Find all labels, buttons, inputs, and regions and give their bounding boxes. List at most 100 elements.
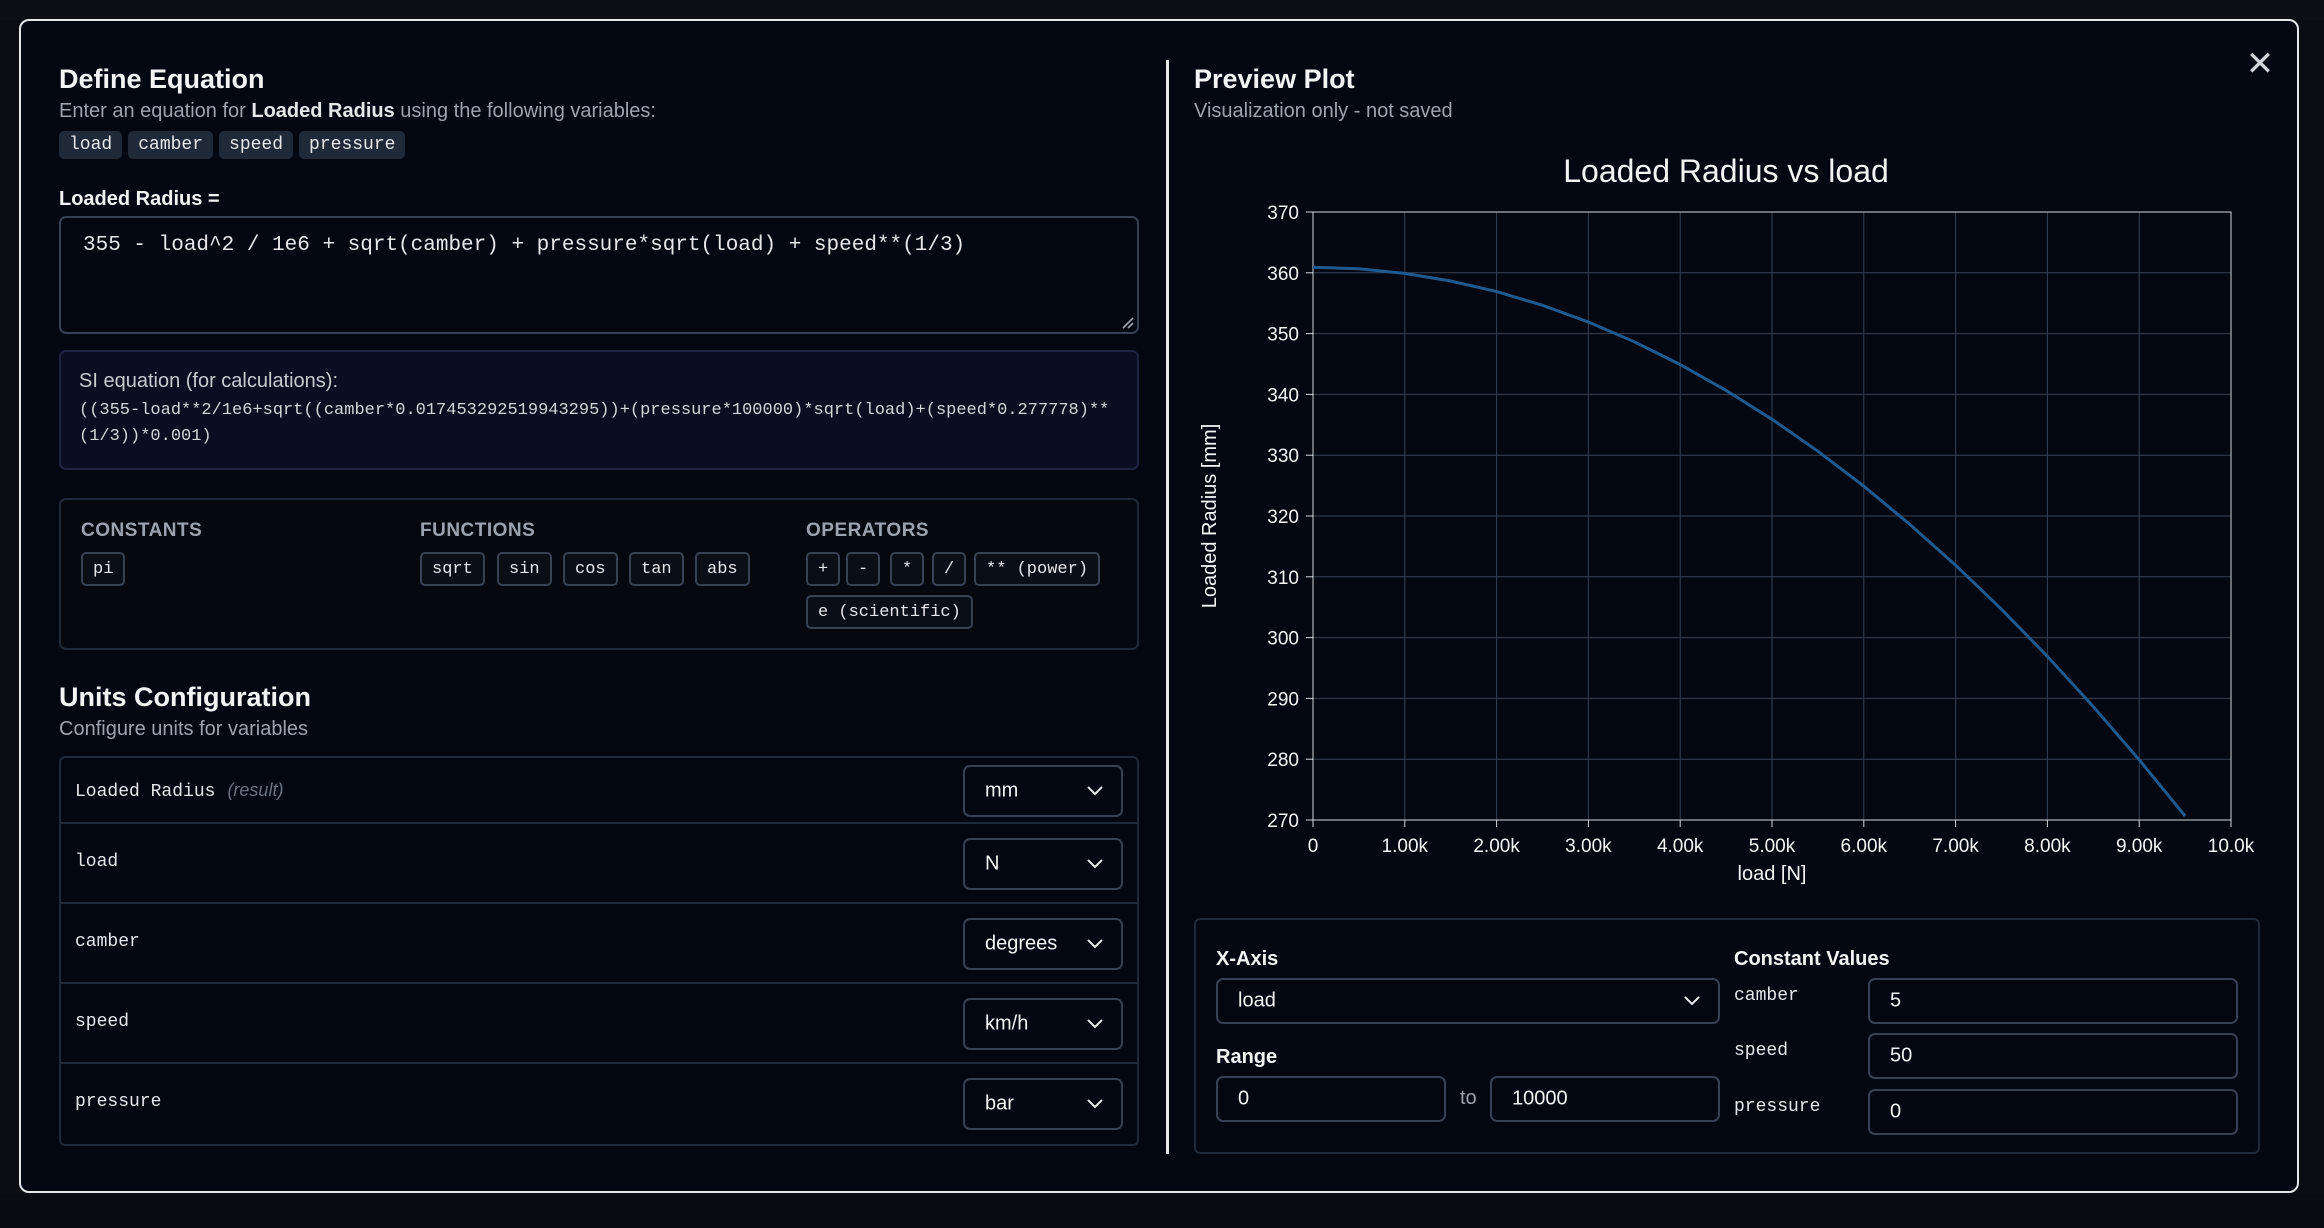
operator-token[interactable]: / bbox=[932, 552, 967, 586]
chevron-down-icon bbox=[1087, 786, 1103, 796]
constants-heading: CONSTANTS bbox=[81, 520, 203, 541]
x-tick-label: 6.00k bbox=[1841, 836, 1888, 857]
unit-select[interactable]: mm bbox=[963, 765, 1123, 817]
functions-heading: FUNCTIONS bbox=[420, 520, 536, 541]
unit-row: Loaded Radius (result) mm bbox=[61, 758, 1137, 824]
define-equation-subtitle: Enter an equation for Loaded Radius usin… bbox=[59, 100, 656, 122]
constant-name-camber: camber bbox=[1734, 986, 1799, 1006]
preview-chart: Loaded Radius vs load 0 1.00k 2.00k 3.00k 4.… bbox=[1199, 153, 2255, 885]
operator-token[interactable]: ** (power) bbox=[974, 552, 1101, 586]
operators-heading: OPERATORS bbox=[806, 520, 930, 541]
equation-label: Loaded Radius = bbox=[59, 188, 220, 210]
pressure-constant-input[interactable]: 0 bbox=[1868, 1089, 2238, 1135]
units-table: Loaded Radius (result) mm load N camber d… bbox=[59, 756, 1139, 1146]
x-tick-label: 1.00k bbox=[1382, 836, 1429, 857]
function-token[interactable]: cos bbox=[563, 552, 618, 586]
operator-token[interactable]: e (scientific) bbox=[806, 595, 973, 629]
unit-select[interactable]: N bbox=[963, 838, 1123, 890]
x-tick-label: 4.00k bbox=[1657, 836, 1704, 857]
backdrop bbox=[0, 0, 2324, 20]
constant-name-pressure: pressure bbox=[1734, 1097, 1821, 1117]
operator-token[interactable]: * bbox=[890, 552, 925, 586]
operator-token[interactable]: - bbox=[846, 552, 881, 586]
x-tick-label: 5.00k bbox=[1749, 836, 1796, 857]
chevron-down-icon bbox=[1684, 996, 1700, 1006]
y-axis-label: Loaded Radius [mm] bbox=[1199, 424, 1221, 609]
chevron-down-icon bbox=[1087, 939, 1103, 949]
y-tick-label: 310 bbox=[1267, 568, 1299, 589]
function-token[interactable]: abs bbox=[695, 552, 750, 586]
y-tick-label: 370 bbox=[1267, 203, 1299, 224]
si-equation-value: ((355-load**2/1e6+sqrt((camber*0.0174532… bbox=[79, 401, 1110, 446]
function-token[interactable]: sin bbox=[497, 552, 552, 586]
chevron-down-icon bbox=[1087, 1019, 1103, 1029]
chart-grid bbox=[1312, 211, 2232, 821]
constant-token[interactable]: pi bbox=[81, 552, 126, 586]
preview-subtitle: Visualization only - not saved bbox=[1194, 100, 1453, 122]
unit-select[interactable]: km/h bbox=[963, 998, 1123, 1050]
preview-title: Preview Plot bbox=[1194, 64, 1355, 94]
unit-row: pressure bar bbox=[61, 1064, 1137, 1144]
chevron-down-icon bbox=[1087, 1099, 1103, 1109]
x-tick-label: 7.00k bbox=[1932, 836, 1979, 857]
variable-chip: speed bbox=[219, 131, 294, 159]
unit-row-label: pressure bbox=[75, 1092, 162, 1112]
variable-chips: load camber speed pressure bbox=[59, 131, 411, 159]
unit-row: camber degrees bbox=[61, 904, 1137, 984]
si-equation-box: SI equation (for calculations): ((355-lo… bbox=[59, 350, 1139, 470]
camber-constant-input[interactable]: 5 bbox=[1868, 978, 2238, 1024]
unit-row-label: Loaded Radius (result) bbox=[75, 780, 284, 802]
chart-title: Loaded Radius vs load bbox=[1563, 153, 1889, 189]
function-token[interactable]: sqrt bbox=[420, 552, 485, 586]
constant-values-label: Constant Values bbox=[1734, 948, 1890, 970]
unit-row: load N bbox=[61, 824, 1137, 904]
x-tick-label: 10.0k bbox=[2208, 836, 2255, 857]
panel-divider bbox=[1166, 60, 1169, 1154]
x-tick-label: 2.00k bbox=[1473, 836, 1520, 857]
chart-ticks: 0 1.00k 2.00k 3.00k 4.00k 5.00k 6.00k 7.00k 8.00… bbox=[1267, 203, 2254, 857]
y-tick-label: 290 bbox=[1267, 689, 1299, 710]
unit-select[interactable]: bar bbox=[963, 1078, 1123, 1130]
series-line bbox=[1312, 265, 2187, 817]
x-tick-label: 8.00k bbox=[2024, 836, 2071, 857]
y-tick-label: 340 bbox=[1267, 385, 1299, 406]
backdrop-footer bbox=[0, 1195, 2324, 1228]
variable-chip: pressure bbox=[299, 131, 406, 159]
unit-select[interactable]: degrees bbox=[963, 918, 1123, 970]
unit-row-label: load bbox=[75, 852, 119, 872]
units-subtitle: Configure units for variables bbox=[59, 718, 309, 740]
operator-token[interactable]: + bbox=[806, 552, 841, 586]
define-equation-title: Define Equation bbox=[59, 64, 265, 94]
y-tick-label: 270 bbox=[1267, 811, 1299, 832]
y-tick-label: 300 bbox=[1267, 629, 1299, 650]
x-tick-label: 0 bbox=[1308, 836, 1319, 857]
chevron-down-icon bbox=[1087, 859, 1103, 869]
variable-chip: load bbox=[59, 131, 123, 159]
range-to-label: to bbox=[1460, 1087, 1477, 1109]
unit-row: speed km/h bbox=[61, 984, 1137, 1064]
x-axis-select[interactable]: load bbox=[1216, 978, 1720, 1024]
close-icon[interactable]: ✕ bbox=[2245, 45, 2275, 83]
unit-row-label: speed bbox=[75, 1012, 130, 1032]
equation-input[interactable]: 355 - load^2 / 1e6 + sqrt(camber) + pres… bbox=[59, 216, 1139, 334]
x-tick-label: 9.00k bbox=[2116, 836, 2163, 857]
x-tick-label: 3.00k bbox=[1565, 836, 1612, 857]
y-tick-label: 350 bbox=[1267, 325, 1299, 346]
y-tick-label: 320 bbox=[1267, 507, 1299, 528]
constant-name-speed: speed bbox=[1734, 1041, 1789, 1061]
unit-row-label: camber bbox=[75, 932, 140, 952]
y-tick-label: 280 bbox=[1267, 750, 1299, 771]
function-token[interactable]: tan bbox=[629, 552, 684, 586]
y-tick-label: 360 bbox=[1267, 264, 1299, 285]
y-tick-label: 330 bbox=[1267, 446, 1299, 467]
range-label: Range bbox=[1216, 1046, 1278, 1068]
range-to-input[interactable]: 10000 bbox=[1490, 1076, 1720, 1122]
si-equation-title: SI equation (for calculations): bbox=[79, 370, 339, 392]
units-title: Units Configuration bbox=[59, 682, 311, 712]
range-from-input[interactable]: 0 bbox=[1216, 1076, 1446, 1122]
variable-chip: camber bbox=[128, 131, 214, 159]
resize-grip-icon[interactable] bbox=[1118, 313, 1134, 329]
equation-value: 355 - load^2 / 1e6 + sqrt(camber) + pres… bbox=[83, 234, 966, 257]
x-axis-label: load [N] bbox=[1738, 863, 1807, 885]
speed-constant-input[interactable]: 50 bbox=[1868, 1033, 2238, 1079]
